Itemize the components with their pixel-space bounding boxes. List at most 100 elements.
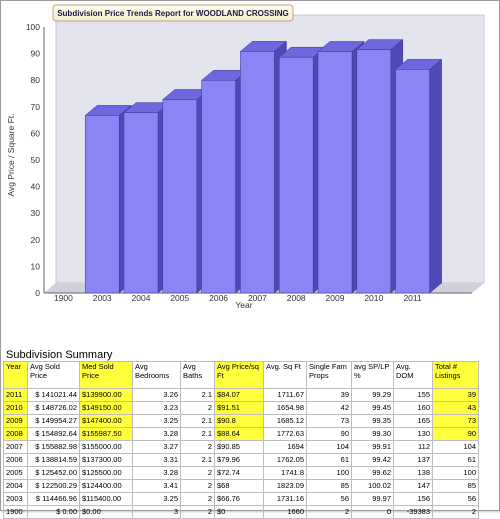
bar xyxy=(394,58,443,294)
summary-cell: 85 xyxy=(306,479,352,493)
summary-cell: $ 154892.64 xyxy=(27,427,80,441)
summary-cell: $88.64 xyxy=(214,427,264,441)
summary-cell: 2004 xyxy=(3,479,28,493)
summary-cell: 99.62 xyxy=(351,466,394,480)
x-tick-label: 2005 xyxy=(170,293,189,303)
summary-row: 2007 $ 155882.98 $155000.00 3.27 2 $90.85 1694… xyxy=(3,440,479,454)
summary-cell: 1694 xyxy=(263,440,307,454)
bar xyxy=(278,46,326,294)
summary-row: 2004 $ 122500.29 $124400.00 3.41 2 $68 1823.09… xyxy=(3,479,479,493)
summary-cell: 90 xyxy=(306,427,352,441)
x-tick-label: 2008 xyxy=(287,293,306,303)
summary-column-header: Avg Sold Price xyxy=(27,361,80,389)
summary-cell: 3.25 xyxy=(132,492,181,506)
summary-cell: $137300.00 xyxy=(79,453,133,467)
x-tick-labels: 1900 2003 2004 2005 2006 2007 2008 2009 2010 2011 xyxy=(54,293,422,303)
summary-column-header: Avg. Sq Ft xyxy=(263,361,307,389)
summary-cell: 61 xyxy=(432,453,479,467)
summary-cell: $ 122500.29 xyxy=(27,479,80,493)
summary-cell: $ 125452.00 xyxy=(27,466,80,480)
summary-cell: 73 xyxy=(306,414,352,428)
summary-cell: 100.02 xyxy=(351,479,394,493)
x-tick-label: 1900 xyxy=(54,293,73,303)
summary-cell: $ 148726.02 xyxy=(27,401,80,415)
summary-cell: 1772.63 xyxy=(263,427,307,441)
x-tick-label: 2006 xyxy=(209,293,228,303)
summary-cell: 112 xyxy=(393,440,433,454)
summary-cell: 2 xyxy=(180,492,215,506)
x-axis-label: Year xyxy=(235,300,252,310)
summary-cell: $125500.00 xyxy=(79,466,133,480)
summary-cell: 39 xyxy=(432,388,479,402)
summary-cell: 2.1 xyxy=(180,427,215,441)
summary-cell: 43 xyxy=(432,401,479,415)
price-trend-chart: 0 10 20 30 40 50 60 70 80 90 100 1900 2003 2004 2005 2… xyxy=(6,4,485,310)
summary-cell: 56 xyxy=(432,492,479,506)
summary-cell: 2003 xyxy=(3,492,28,506)
summary-cell: $91.51 xyxy=(214,401,264,415)
chart-title-box xyxy=(52,4,294,22)
summary-cell: $79.96 xyxy=(214,453,264,467)
x-tick-label: 2004 xyxy=(132,293,151,303)
summary-column-header: Avg Bedrooms xyxy=(132,361,181,389)
summary-cell: $ 141021.44 xyxy=(27,388,80,402)
summary-cell: 3.23 xyxy=(132,401,181,415)
summary-cell: $72.74 xyxy=(214,466,264,480)
summary-cell: 165 xyxy=(393,414,433,428)
summary-row: 2006 $ 138814.59 $137300.00 3.31 2.1 $79.96 17… xyxy=(3,453,479,467)
summary-cell: 1731.16 xyxy=(263,492,307,506)
y-tick-label: 100 xyxy=(26,22,40,32)
summary-cell: $68 xyxy=(214,479,264,493)
summary-cell: $115400.00 xyxy=(79,492,133,506)
summary-cell: 3.25 xyxy=(132,414,181,428)
summary-cell: 2.1 xyxy=(180,414,215,428)
summary-cell: 3.31 xyxy=(132,453,181,467)
x-tick-label: 2011 xyxy=(403,293,422,303)
summary-cell: $ 114466.96 xyxy=(27,492,80,506)
summary-cell: 1660 xyxy=(263,505,307,519)
chart-title: Subdivision Price Trends Report for WOOD… xyxy=(57,9,289,18)
summary-cell: 99.30 xyxy=(351,427,394,441)
summary-cell: 0 xyxy=(351,505,394,519)
summary-cell: 1685.12 xyxy=(263,414,307,428)
summary-row: 2009 $ 149954.27 $147400.00 3.25 2.1 $90.8 168… xyxy=(3,414,479,428)
summary-cell: $ 149954.27 xyxy=(27,414,80,428)
bar xyxy=(239,40,288,294)
y-tick-label: 0 xyxy=(35,288,40,298)
summary-cell: 2 xyxy=(180,440,215,454)
summary-cell: 2.1 xyxy=(180,388,215,402)
summary-cell: 160 xyxy=(393,401,433,415)
summary-cell: 2 xyxy=(306,505,352,519)
y-tick-label: 10 xyxy=(31,261,41,271)
summary-cell: 138 xyxy=(393,466,433,480)
summary-cell: $66.76 xyxy=(214,492,264,506)
summary-cell: 99.42 xyxy=(351,453,394,467)
summary-cell: 147 xyxy=(393,479,433,493)
summary-cell: 2 xyxy=(180,401,215,415)
summary-cell: 104 xyxy=(432,440,479,454)
summary-cell: 99.91 xyxy=(351,440,394,454)
summary-cell: $0 xyxy=(214,505,264,519)
summary-column-header: Avg. DOM xyxy=(393,361,433,389)
summary-row: 2010 $ 148726.02 $149150.00 3.23 2 $91.51 1654… xyxy=(3,401,479,415)
summary-cell: 156 xyxy=(393,492,433,506)
x-tick-label: 2009 xyxy=(326,293,345,303)
summary-column-header: Total # Listings xyxy=(432,361,479,389)
summary-cell: 99.29 xyxy=(351,388,394,402)
y-tick-label: 70 xyxy=(31,102,41,112)
summary-cell: 56 xyxy=(306,492,352,506)
summary-cell: 2 xyxy=(180,505,215,519)
summary-cell: 3.28 xyxy=(132,427,181,441)
summary-cell: 90 xyxy=(432,427,479,441)
summary-cell: $ 155882.98 xyxy=(27,440,80,454)
y-tick-label: 30 xyxy=(31,208,41,218)
summary-row: 1900 $ 0.00 $0.00 3 2 $0 1660 2 0 -39383 2 xyxy=(3,505,479,519)
summary-cell: 3.27 xyxy=(132,440,181,454)
summary-cell: 2.1 xyxy=(180,453,215,467)
summary-row: 2011 $ 141021.44 $139900.00 3.26 2.1 $84.07 17… xyxy=(3,388,479,402)
y-tick-label: 60 xyxy=(31,128,41,138)
summary-cell: $ 0.00 xyxy=(27,505,80,519)
summary-column-header: Med Sold Price xyxy=(79,361,133,389)
summary-cell: 3.26 xyxy=(132,388,181,402)
summary-cell: 1654.98 xyxy=(263,401,307,415)
